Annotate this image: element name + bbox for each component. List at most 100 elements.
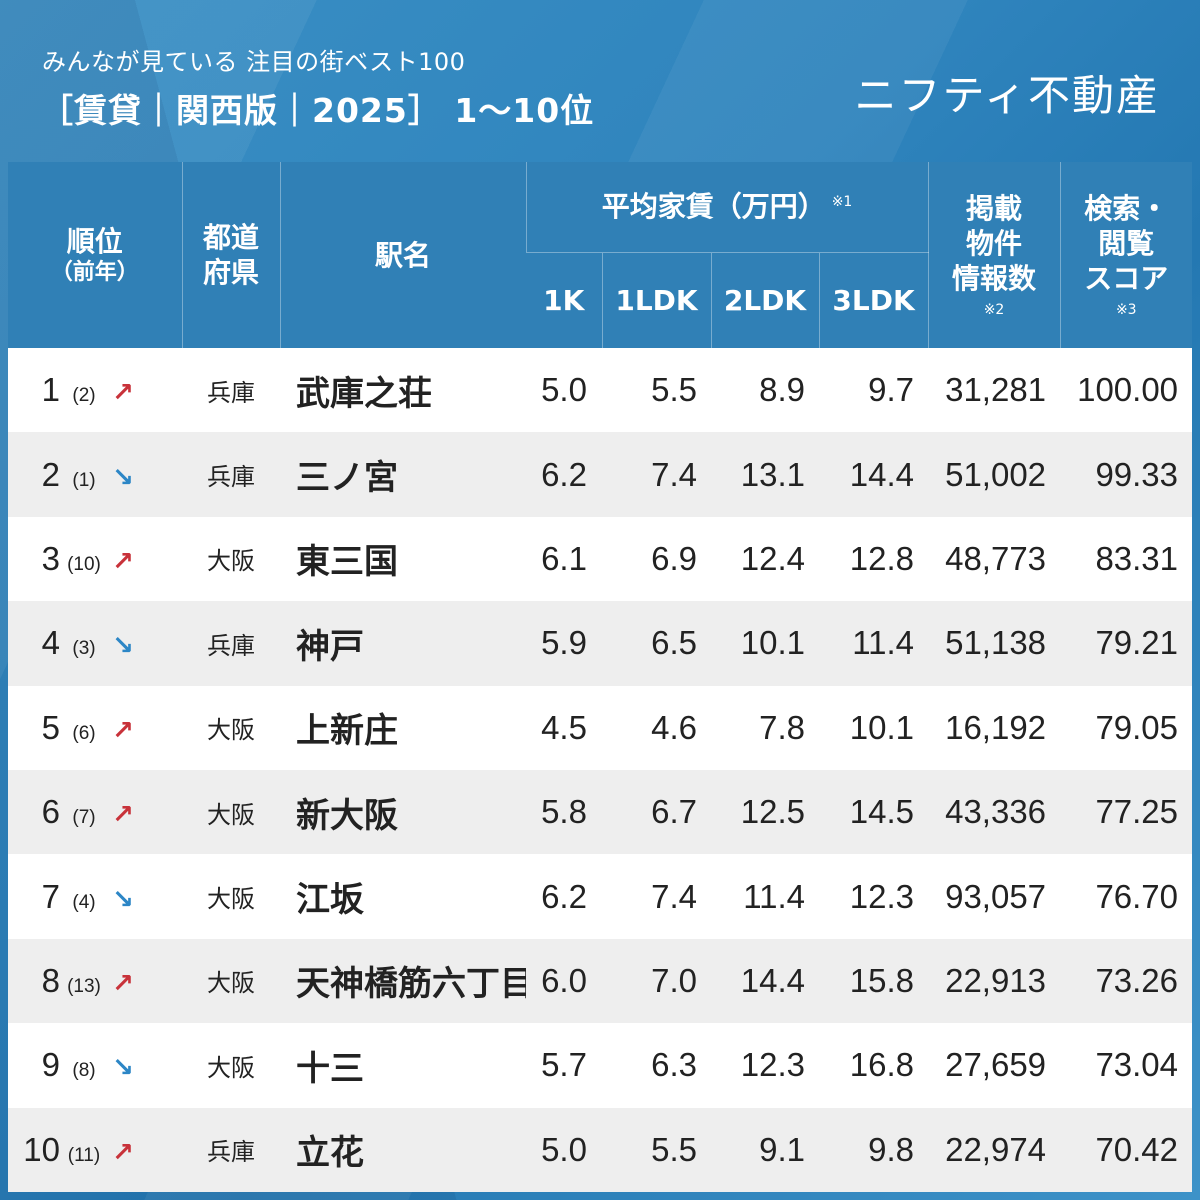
station-name-cell: 三ノ宮 [280,432,526,517]
prefecture-cell: 大阪 [182,685,280,770]
table-row: 5 (6) ↗ 大阪 上新庄 4.5 4.6 7.8 10.1 16,192 79.… [8,685,1193,770]
score-cell: 73.04 [1060,1023,1193,1108]
listings-count-cell: 27,659 [928,1023,1061,1108]
rent-footnote-mark: ※1 [831,193,853,210]
table-row: 2 (1) ↘ 兵庫 三ノ宮 6.2 7.4 13.1 14.4 51,002 99… [8,432,1193,517]
table-row: 10 (11) ↗ 兵庫 立花 5.0 5.5 9.1 9.8 22,974 70.… [8,1107,1193,1192]
ranking-table: 順位 （前年） 都道 府県 駅名 平均家賃（万円） ※1 掲載 物件 情報数 ※2 [8,162,1193,1192]
previous-rank: (1) [72,469,96,491]
rent-2ldk-cell: 13.1 [711,432,819,517]
previous-rank: (13) [67,975,101,997]
listings-count-cell: 48,773 [928,516,1061,602]
station-name-cell: 神戸 [280,601,526,686]
previous-rank: (10) [67,553,101,575]
previous-rank: (2) [72,385,96,407]
score-cell: 79.05 [1060,685,1193,770]
station-name-cell: 新大阪 [280,769,526,855]
score-cell: 70.42 [1060,1107,1193,1192]
rank-cell: 10 (11) ↗ [8,1107,182,1192]
rank-cell: 7 (4) ↘ [8,854,182,939]
rent-1k-cell: 5.7 [526,1023,602,1108]
col-rank-header: 順位 （前年） [8,162,182,348]
rent-3ldk-cell: 12.3 [819,854,929,939]
rent-3ldk-cell: 12.8 [819,516,929,602]
listings-count-cell: 16,192 [928,685,1061,770]
col-score-label-line2: 閲覧 [1098,226,1155,260]
rank-number: 10 [23,1130,60,1168]
table-row: 4 (3) ↘ 兵庫 神戸 5.9 6.5 10.1 11.4 51,138 79.… [8,601,1193,686]
prefecture-cell: 兵庫 [182,601,280,686]
station-name-cell: 東三国 [280,516,526,602]
col-score-label-line1: 検索・ [1084,191,1169,225]
rent-2ldk-cell: 9.1 [711,1107,819,1192]
rent-1ldk-cell: 7.4 [602,854,711,939]
col-3ldk-header: 3LDK [818,251,929,348]
rank-cell: 5 (6) ↗ [8,685,182,770]
rank-number: 7 [41,877,60,915]
rent-1ldk-cell: 6.5 [602,601,711,686]
previous-rank: (7) [72,807,96,829]
score-cell: 76.70 [1060,854,1193,939]
rank-number: 2 [41,455,60,493]
score-cell: 83.31 [1060,516,1193,602]
col-score-label-line3: スコア [1084,261,1169,295]
rent-1k-cell: 6.1 [526,516,602,602]
trend-arrow-icon: ↗ [112,714,134,745]
station-name-cell: 天神橋筋六丁目 [280,938,526,1024]
rent-2ldk-cell: 7.8 [711,685,819,770]
rent-1ldk-cell: 5.5 [602,1107,711,1192]
table-header: 順位 （前年） 都道 府県 駅名 平均家賃（万円） ※1 掲載 物件 情報数 ※2 [8,162,1193,348]
rent-1k-cell: 6.0 [526,938,602,1024]
prefecture-cell: 兵庫 [182,348,280,433]
rank-cell: 4 (3) ↘ [8,601,182,686]
rank-number: 6 [41,793,60,831]
table-row: 6 (7) ↗ 大阪 新大阪 5.8 6.7 12.5 14.5 43,336 77… [8,769,1193,855]
rent-2ldk-cell: 12.3 [711,1023,819,1108]
previous-rank: (4) [72,891,96,913]
rent-1ldk-cell: 6.7 [602,769,711,855]
col-2ldk-header: 2LDK [710,251,819,348]
rent-group-label: 平均家賃（万円） [601,190,826,224]
rank-cell: 9 (8) ↘ [8,1023,182,1108]
station-name-cell: 武庫之荘 [280,348,526,433]
table-row: 8 (13) ↗ 大阪 天神橋筋六丁目 6.0 7.0 14.4 15.8 22,9… [8,938,1193,1024]
rent-1ldk-cell: 5.5 [602,348,711,433]
previous-rank: (11) [67,1144,101,1166]
score-footnote-mark: ※3 [1115,301,1137,318]
rank-cell: 8 (13) ↗ [8,938,182,1024]
rent-1ldk-cell: 6.3 [602,1023,711,1108]
rank-number: 9 [41,1046,60,1084]
rent-2ldk-cell: 11.4 [711,854,819,939]
score-cell: 77.25 [1060,769,1193,855]
rent-3ldk-cell: 10.1 [819,685,929,770]
rent-1k-cell: 4.5 [526,685,602,770]
rent-2ldk-cell: 12.5 [711,769,819,855]
rank-number: 8 [41,961,60,999]
trend-arrow-icon: ↗ [112,799,134,830]
rent-2ldk-cell: 12.4 [711,516,819,602]
rent-1ldk-cell: 7.0 [602,938,711,1024]
listings-count-cell: 93,057 [928,854,1061,939]
col-rent-group-header: 平均家賃（万円） ※1 [525,162,929,252]
rent-3ldk-cell: 11.4 [819,601,929,686]
listings-count-cell: 51,138 [928,601,1061,686]
rent-1ldk-cell: 6.9 [602,516,711,602]
rent-1ldk-cell: 4.6 [602,685,711,770]
listings-count-cell: 43,336 [928,769,1061,855]
col-listings-header: 掲載 物件 情報数 ※2 [927,162,1061,348]
col-pref-label-line2: 府県 [202,256,259,289]
table-row: 1 (2) ↗ 兵庫 武庫之荘 5.0 5.5 8.9 9.7 31,281 100… [8,348,1193,433]
rent-1k-cell: 5.9 [526,601,602,686]
table-row: 3 (10) ↗ 大阪 東三国 6.1 6.9 12.4 12.8 48,773 8… [8,516,1193,602]
rent-1k-cell: 5.0 [526,348,602,433]
trend-arrow-icon: ↗ [112,545,134,576]
col-score-header: 検索・ 閲覧 スコア ※3 [1059,162,1193,348]
trend-arrow-icon: ↗ [112,967,134,998]
prefecture-cell: 大阪 [182,938,280,1024]
rent-1k-cell: 5.0 [526,1107,602,1192]
rent-2ldk-cell: 10.1 [711,601,819,686]
col-1k-header: 1K [526,251,602,348]
rent-1k-cell: 5.8 [526,769,602,855]
station-name-cell: 立花 [280,1107,526,1192]
col-listings-label-line1: 掲載 [966,191,1023,225]
